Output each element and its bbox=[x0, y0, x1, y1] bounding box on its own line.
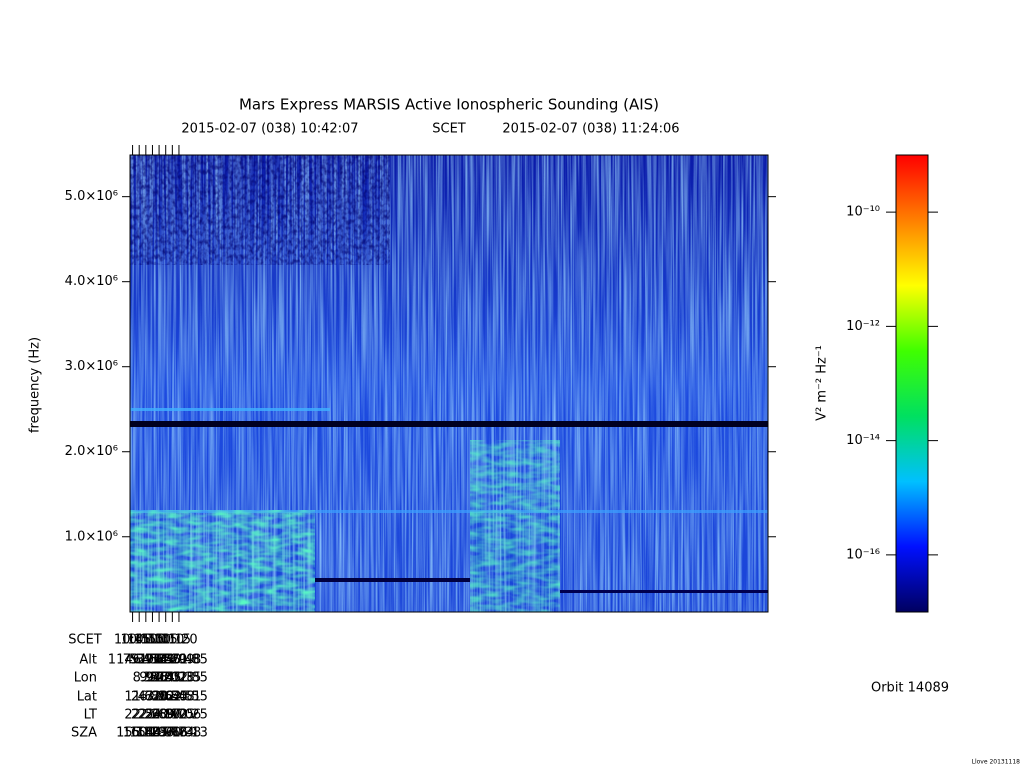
ephemeris-value: 529.89 bbox=[129, 653, 175, 668]
colorbar-tick-label: 10⁻¹⁶ bbox=[846, 547, 880, 562]
ephemeris-value: 9.28 bbox=[139, 671, 168, 686]
x-tick-label: 11:15 bbox=[154, 633, 191, 648]
ephemeris-value: 80.35 bbox=[151, 690, 188, 705]
y-axis-label: frequency (Hz) bbox=[28, 337, 43, 433]
colorbar-tick-label: 10⁻¹² bbox=[846, 319, 880, 334]
ephemeris-row-label: Alt bbox=[79, 653, 97, 668]
x-tick-label: 11:05 bbox=[140, 633, 177, 648]
y-tick-label: 3.0×10⁶ bbox=[65, 359, 118, 374]
ephemeris-value: 160.85 bbox=[123, 726, 169, 741]
colorbar bbox=[895, 154, 929, 613]
x-tick-label: 11:10 bbox=[147, 633, 184, 648]
ephemeris-value: 22.54 bbox=[124, 708, 161, 723]
ephemeris-row-label: LT bbox=[84, 708, 97, 723]
y-tick-label: 1.0×10⁶ bbox=[65, 529, 118, 544]
ephemeris-value: 10.06 bbox=[164, 708, 201, 723]
subtitle-start: 2015-02-07 (038) 10:42:07 bbox=[181, 122, 358, 137]
ephemeris-value: 22.87 bbox=[144, 708, 181, 723]
x-axis-label: SCET bbox=[68, 633, 102, 648]
ephemeris-value: 154.97 bbox=[129, 726, 175, 741]
subtitle-end: 2015-02-07 (038) 11:24:06 bbox=[502, 122, 679, 137]
ephemeris-value: 9.25 bbox=[166, 708, 195, 723]
x-tick-label: 10:45 bbox=[114, 633, 151, 648]
plot-frame bbox=[129, 154, 769, 613]
ephemeris-value: 106.74 bbox=[149, 726, 195, 741]
orbit-label: Orbit 14089 bbox=[871, 681, 949, 696]
ephemeris-value: 123.66 bbox=[143, 726, 189, 741]
ephemeris-value: 397.30 bbox=[136, 653, 182, 668]
ephemeris-value: 80.48 bbox=[157, 690, 194, 705]
ephemeris-value: 64.51 bbox=[164, 690, 201, 705]
ephemeris-value: 22.69 bbox=[138, 708, 175, 723]
ephemeris-value: 91.38 bbox=[164, 726, 201, 741]
ephemeris-value: 61.62 bbox=[144, 690, 181, 705]
y-tick-label: 5.0×10⁶ bbox=[65, 189, 118, 204]
ephemeris-value: 43.12 bbox=[138, 690, 175, 705]
ephemeris-value: 1220.85 bbox=[154, 653, 208, 668]
ephemeris-row-label: Lat bbox=[77, 690, 97, 705]
ephemeris-value: 203.35 bbox=[156, 671, 202, 686]
ephemeris-value: 7.55 bbox=[153, 671, 182, 686]
x-tick-label: 11:20 bbox=[160, 633, 197, 648]
ephemeris-value: 201.85 bbox=[162, 671, 208, 686]
spectrogram bbox=[130, 155, 768, 612]
ephemeris-value: 155.84 bbox=[116, 726, 162, 741]
ephemeris-value: 1146.76 bbox=[108, 653, 162, 668]
ephemeris-value: 356.12 bbox=[143, 671, 189, 686]
y-tick-label: 2.0×10⁶ bbox=[65, 444, 118, 459]
ephemeris-value: 214.28 bbox=[149, 671, 195, 686]
ephemeris-row-label: SZA bbox=[71, 726, 97, 741]
ephemeris-value: 8.94 bbox=[133, 671, 162, 686]
ephemeris-value: 791.14 bbox=[123, 653, 169, 668]
colorbar-label: V² m⁻² Hz⁻¹ bbox=[815, 345, 830, 421]
ephemeris-value: 11.72 bbox=[124, 690, 161, 705]
ephemeris-value: 22.60 bbox=[131, 708, 168, 723]
ephemeris-value: 855.48 bbox=[156, 653, 202, 668]
ephemeris-value: 50.55 bbox=[171, 690, 208, 705]
colorbar-tick-label: 10⁻¹⁴ bbox=[846, 433, 880, 448]
credit: Llove 20131118 bbox=[972, 759, 1021, 766]
ephemeris-value: 23.72 bbox=[151, 708, 188, 723]
ephemeris-row-label: Lon bbox=[74, 671, 97, 686]
y-tick-label: 4.0×10⁶ bbox=[65, 274, 118, 289]
ephemeris-value: 78.13 bbox=[171, 726, 208, 741]
ephemeris-value: 413.71 bbox=[143, 653, 189, 668]
x-tick-label: 10:55 bbox=[127, 633, 164, 648]
chart-title: Mars Express MARSIS Active Ionospheric S… bbox=[239, 96, 659, 114]
ephemeris-value: 10.25 bbox=[171, 708, 208, 723]
ephemeris-value: 574.99 bbox=[149, 653, 195, 668]
colorbar-tick-label: 10⁻¹⁰ bbox=[846, 205, 880, 220]
subtitle-frame: SCET bbox=[432, 122, 466, 137]
x-tick-label: 10:50 bbox=[120, 633, 157, 648]
ephemeris-value: 140.70 bbox=[136, 726, 182, 741]
ephemeris-value: 9.14 bbox=[146, 671, 175, 686]
ephemeris-value: 26.28 bbox=[131, 690, 168, 705]
x-tick-label: 11:00 bbox=[134, 633, 171, 648]
